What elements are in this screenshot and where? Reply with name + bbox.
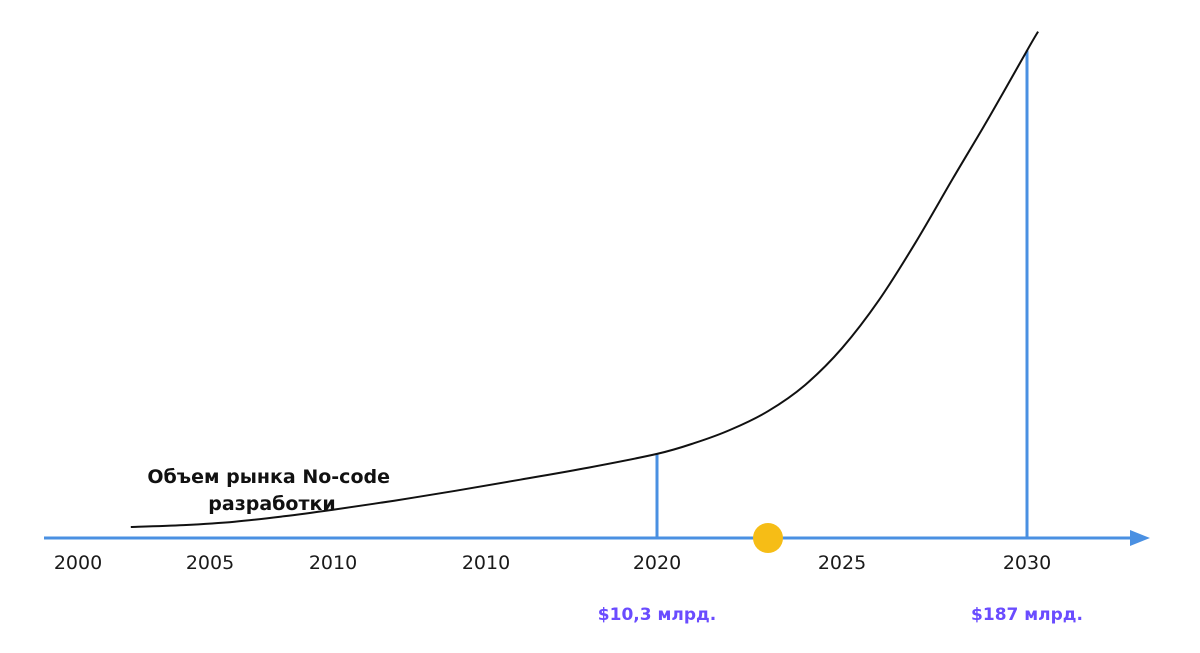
marker-guide-lines <box>655 50 1029 538</box>
axis-tick-label-3: 2010 <box>462 552 510 574</box>
marker-value-label-2020: $10,3 млрд. <box>598 605 716 625</box>
current-year-dot <box>753 523 783 553</box>
axis-tick-labels: 2000 2005 2010 2010 2020 2025 2030 <box>54 552 1051 574</box>
time-axis-arrow-icon <box>1130 530 1150 546</box>
marker-value-labels: $10,3 млрд. $187 млрд. <box>598 605 1083 625</box>
chart-title: Объем рынка No-code разработки <box>147 466 396 515</box>
marker-value-label-2030: $187 млрд. <box>971 605 1083 625</box>
market-volume-curve <box>130 31 1039 528</box>
axis-tick-label-0: 2000 <box>54 552 102 574</box>
axis-tick-label-2: 2010 <box>309 552 357 574</box>
axis-tick-label-5: 2025 <box>818 552 866 574</box>
axis-tick-label-1: 2005 <box>186 552 234 574</box>
chart-title-line-1: Объем рынка No-code <box>147 466 390 488</box>
axis-tick-label-6: 2030 <box>1003 552 1051 574</box>
chart-title-line-2: разработки <box>208 493 335 515</box>
axis-tick-label-4: 2020 <box>633 552 681 574</box>
